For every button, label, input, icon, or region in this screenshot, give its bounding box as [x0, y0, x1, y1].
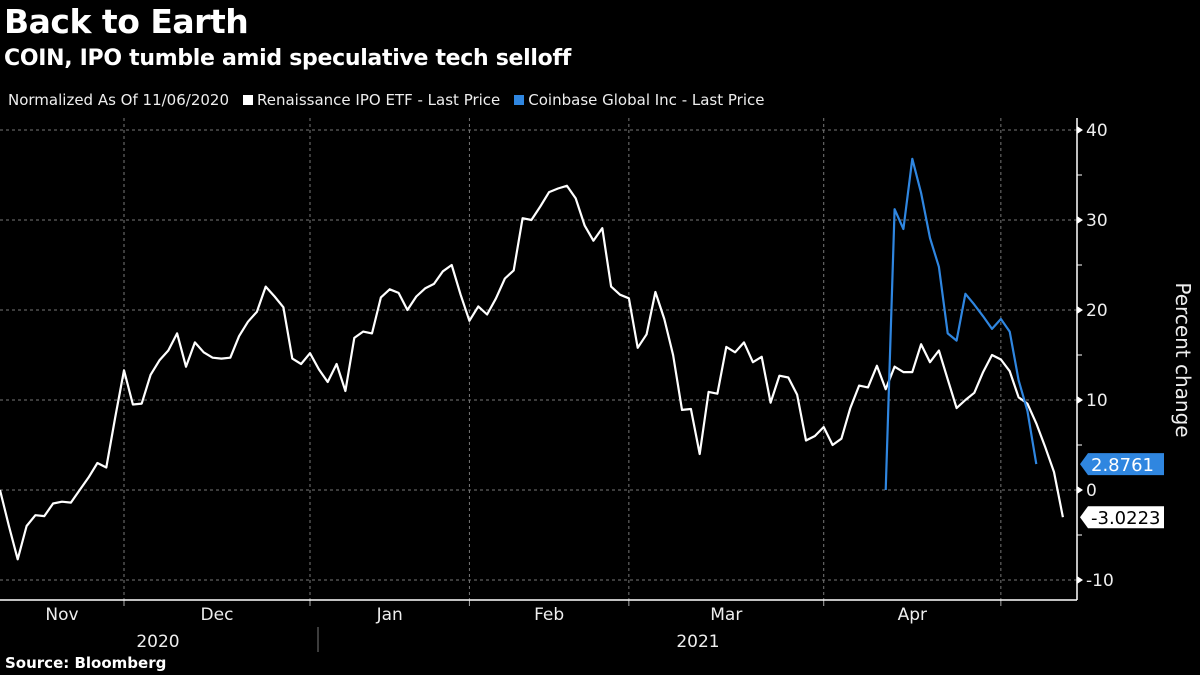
legend: Normalized As Of 11/06/2020 Renaissance … [8, 91, 764, 109]
y-tick-mark [1077, 576, 1083, 584]
series-lines [0, 157, 1064, 561]
last-value-tag-ipo-etf [1080, 506, 1164, 529]
chart-title: Back to Earth [4, 2, 249, 41]
last-value-text-ipo-etf: -3.0223 [1091, 508, 1160, 529]
legend-note: Normalized As Of 11/06/2020 [8, 91, 229, 109]
axes [0, 118, 1083, 652]
y-tick-mark [1077, 216, 1083, 224]
source-note: Source: Bloomberg [5, 654, 167, 672]
y-axis-title: Percent change [1171, 282, 1195, 437]
last-value-tag-coinbase [1080, 453, 1164, 476]
x-year-label: 2021 [676, 632, 719, 652]
x-month-label: Apr [898, 605, 927, 625]
x-month-label: Feb [534, 605, 564, 625]
legend-item-coinbase: Coinbase Global Inc - Last Price [514, 91, 764, 109]
axis-labels: 40 30 20 10 0 -10 Nov Dec Jan Feb Mar Apr 2020 2021 Pe… [45, 121, 1195, 652]
last-value-text-coinbase: 2.8761 [1091, 455, 1154, 476]
legend-swatch-ipo [243, 95, 253, 105]
legend-swatch-coinbase [514, 95, 525, 105]
x-month-label: Jan [376, 605, 403, 625]
series-line-ipo-etf [0, 184, 1064, 561]
y-tick-label: 0 [1086, 481, 1097, 501]
y-tick-label: 20 [1086, 301, 1108, 321]
y-tick-label: -10 [1086, 571, 1114, 591]
x-month-label: Nov [45, 605, 78, 625]
y-tick-label: 40 [1086, 121, 1108, 141]
y-tick-mark [1077, 396, 1083, 404]
legend-label-ipo: Renaissance IPO ETF - Last Price [257, 91, 501, 109]
last-value-tags: -3.0223 2.8761 [1080, 453, 1164, 529]
y-tick-label: 10 [1086, 391, 1108, 411]
legend-item-ipo: Renaissance IPO ETF - Last Price [243, 91, 500, 109]
y-tick-mark [1077, 126, 1083, 134]
x-year-label: 2020 [136, 632, 179, 652]
chart-subtitle: COIN, IPO tumble amid speculative tech s… [4, 46, 572, 71]
x-month-label: Mar [710, 605, 742, 625]
legend-label-coinbase: Coinbase Global Inc - Last Price [528, 91, 765, 109]
x-month-label: Dec [201, 605, 234, 625]
series-line-coinbase [884, 157, 1038, 491]
y-tick-mark [1077, 306, 1083, 314]
y-tick-label: 30 [1086, 211, 1108, 231]
y-tick-mark [1077, 486, 1083, 494]
